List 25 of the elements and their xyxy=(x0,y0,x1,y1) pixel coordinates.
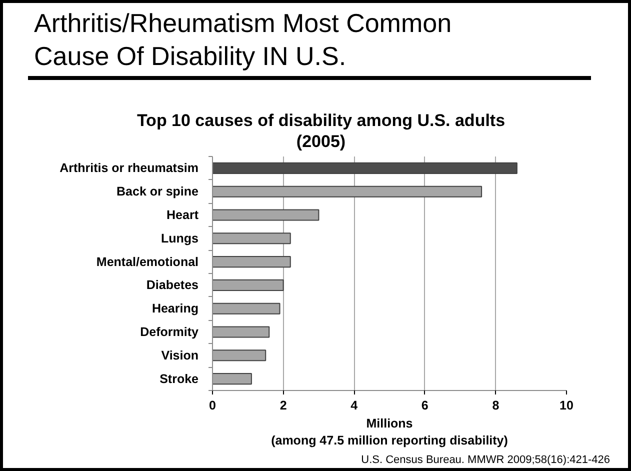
x-tick-label: 10 xyxy=(560,398,574,412)
chart-title: Arthritis/Rheumatism Most Common Cause Of Disability IN U.S. xyxy=(33,7,453,73)
x-tick-label: 0 xyxy=(209,398,216,412)
text: U.S. Census Bureau. MMWR 2009;58(16):421-426 xyxy=(360,453,610,467)
y-tick-label: Heart xyxy=(166,208,200,222)
y-tick-label: Stroke xyxy=(160,372,199,386)
y-tick-label: Arthritis or rheumatsim xyxy=(60,161,199,176)
x-tick-label: 6 xyxy=(421,398,428,412)
x-tick-label: 4 xyxy=(350,398,358,412)
bar xyxy=(212,326,270,338)
bar xyxy=(212,350,266,362)
y-tick-label: Mental/emotional xyxy=(96,254,198,269)
x-tick-label: 8 xyxy=(492,398,500,412)
x-tick-label: 2 xyxy=(280,398,287,412)
bar xyxy=(212,162,518,174)
y-tick-label: Back or spine xyxy=(116,184,199,199)
chart-subtitle: Top 10 causes of disability among U.S. adults (2005) xyxy=(136,110,506,152)
bar xyxy=(212,302,280,314)
x-axis-title: Millions (among 47.5 million reporting disability) xyxy=(271,416,508,448)
bar xyxy=(212,373,252,385)
y-tick-label: Hearing xyxy=(152,302,199,316)
y-tick-label: Deformity xyxy=(140,325,199,339)
y-tick-label: Diabetes xyxy=(146,278,199,292)
y-tick-label: Lungs xyxy=(161,231,199,246)
y-tick-label: Vision xyxy=(161,348,198,362)
